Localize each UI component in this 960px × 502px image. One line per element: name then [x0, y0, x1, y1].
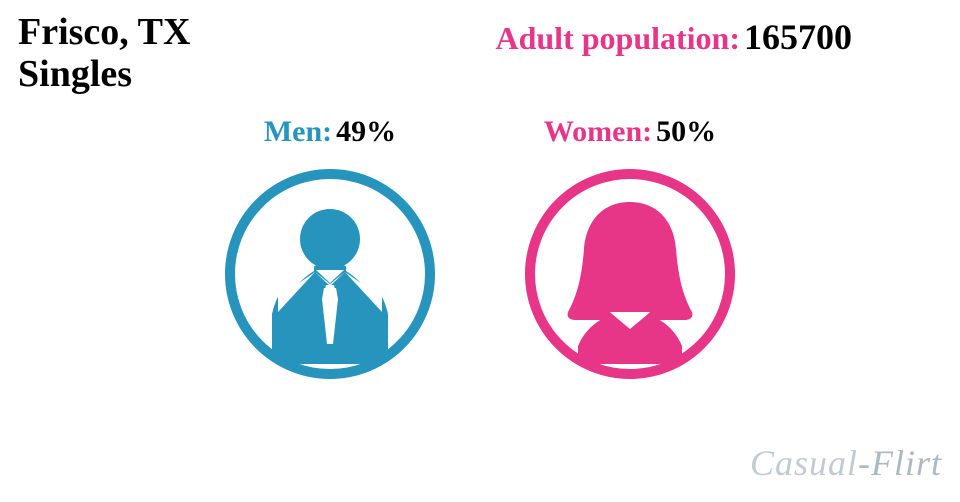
man-icon	[220, 164, 440, 384]
men-block: Men: 49%	[220, 115, 440, 384]
location-title: Frisco, TX	[18, 12, 190, 54]
women-block: Women: 50%	[520, 115, 740, 384]
stats-row: Men: 49%	[0, 115, 960, 384]
header-left: Frisco, TX Singles	[18, 12, 190, 96]
men-label: Men:	[264, 115, 332, 148]
women-value: 50%	[656, 115, 716, 148]
woman-icon	[520, 164, 740, 384]
category-title: Singles	[18, 54, 190, 96]
men-value: 49%	[336, 115, 396, 148]
women-label-row: Women: 50%	[544, 115, 716, 149]
men-label-row: Men: 49%	[264, 115, 396, 149]
header-right: Adult population: 165700	[495, 16, 852, 58]
watermark-flirt: -Flirt	[858, 443, 942, 483]
population-label: Adult population:	[495, 20, 740, 56]
watermark: Casual-Flirt	[750, 442, 942, 484]
watermark-casual: Casual	[750, 443, 858, 483]
population-value: 165700	[744, 17, 852, 57]
women-label: Women:	[544, 115, 652, 148]
